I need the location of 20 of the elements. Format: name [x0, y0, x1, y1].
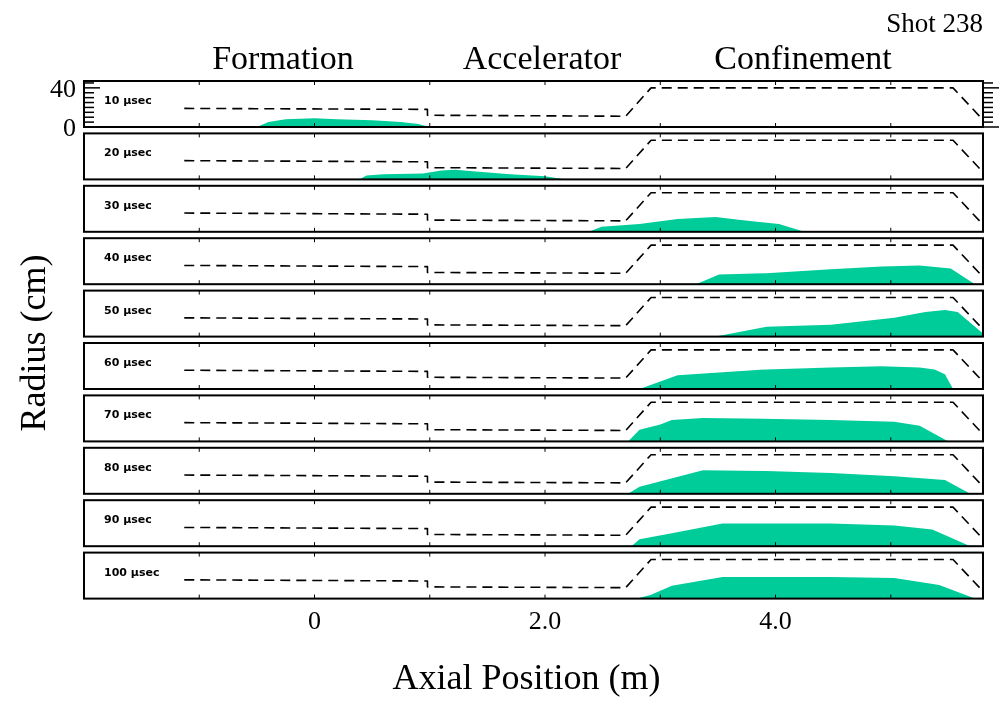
x-tick-label: 4.0: [759, 605, 792, 635]
annotation: 10 µsec: [104, 94, 152, 107]
annotation: 100 µsec: [104, 565, 160, 579]
text: Formation: [212, 39, 354, 76]
text: Confinement: [714, 39, 893, 76]
annotation: 80 µsec: [104, 460, 152, 474]
annotation: 90 µsec: [104, 513, 152, 527]
annotation: 70 µsec: [104, 408, 152, 422]
annotation: 60 µsec: [104, 356, 152, 369]
x-axis-title: Axial Position (m): [392, 656, 661, 697]
annotation: 20 µsec: [104, 146, 152, 160]
x-tick-label: 2.0: [528, 605, 562, 635]
annotation: 50 µsec: [104, 303, 152, 317]
annotation: 30 µsec: [104, 198, 152, 212]
y-tick-label: 40: [50, 73, 76, 103]
annotation: 40 µsec: [104, 251, 152, 265]
x-tick-label: 0: [308, 605, 322, 635]
y-axis-title: Radius (cm): [13, 254, 53, 432]
chart-title: Shot 238: [886, 8, 983, 38]
text: Accelerator: [462, 39, 622, 76]
